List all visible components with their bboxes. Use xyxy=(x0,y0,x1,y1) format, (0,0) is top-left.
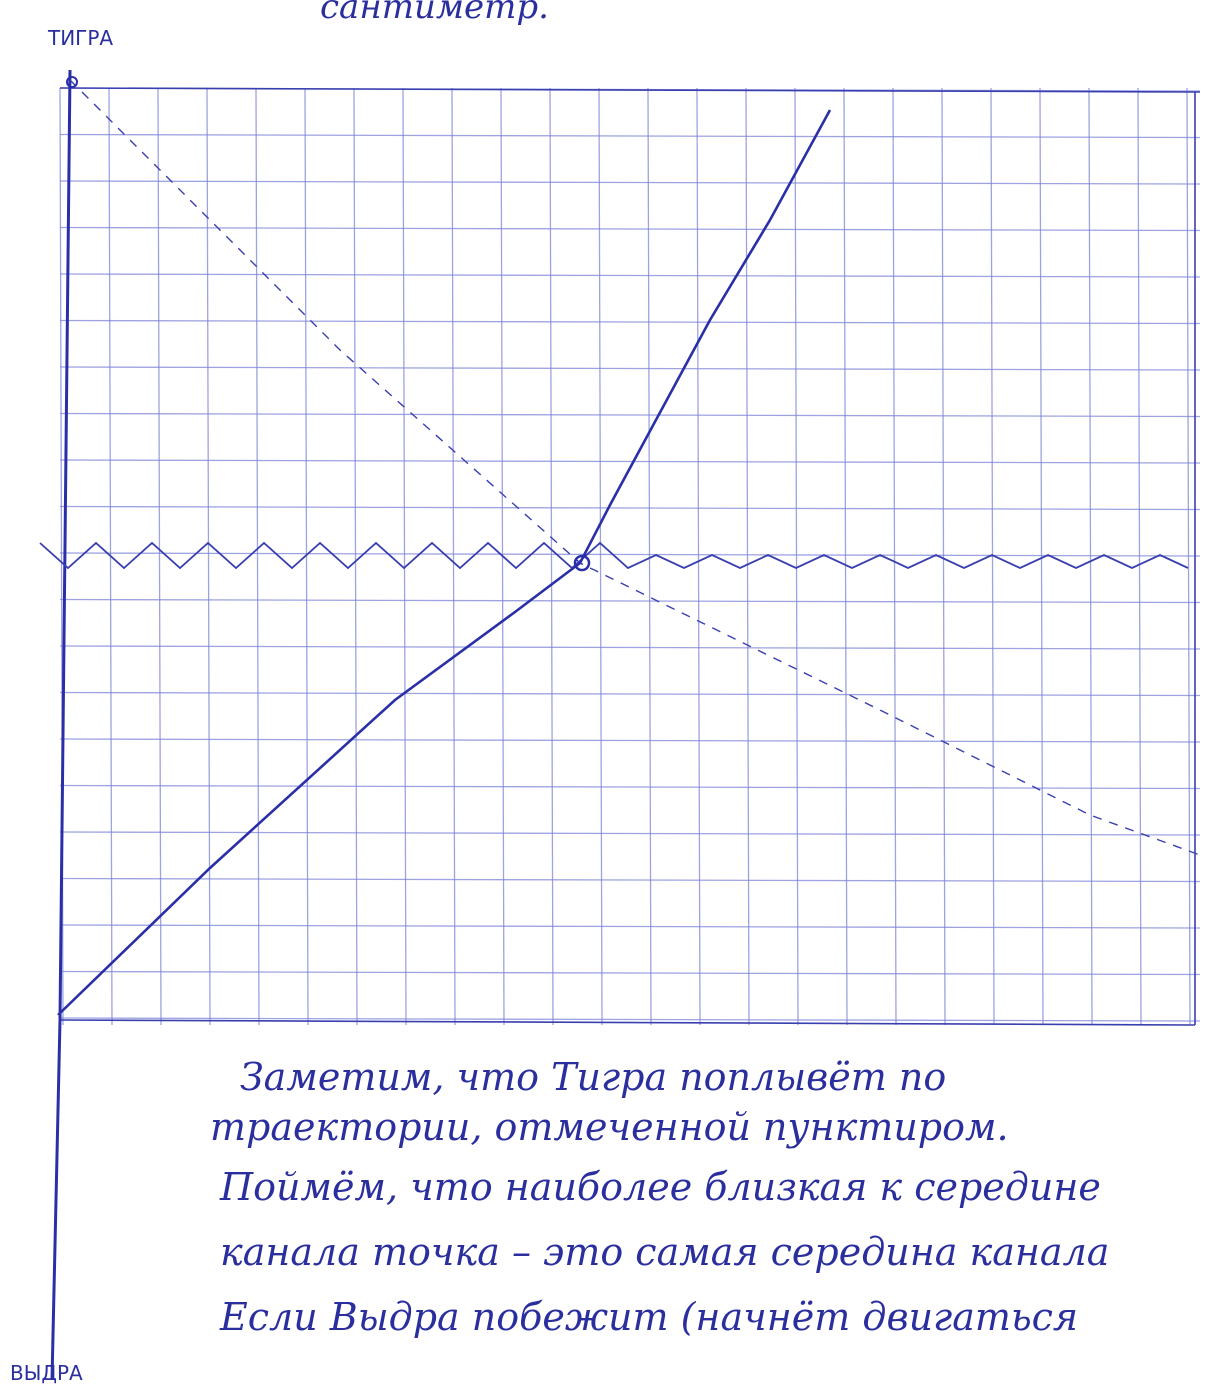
note-line: Поймём, что наиболее близкая к середине xyxy=(219,1165,1101,1209)
note-line: Заметим, что Тигра поплывёт по xyxy=(240,1055,946,1099)
note-line: траектории, отмеченной пунктиром. xyxy=(210,1105,1009,1149)
notebook-page: сантиметр. ТИГРА ВЫДРА Заметим, что Тигр… xyxy=(0,0,1210,1388)
note-line: канала точка – это самая середина канала xyxy=(220,1230,1109,1274)
axis-label-bottom: ВЫДРА xyxy=(10,1361,83,1385)
header-note: сантиметр. xyxy=(320,0,549,27)
axis-label-top: ТИГРА xyxy=(47,26,113,50)
note-line: Если Выдра побежит (начнёт двигаться xyxy=(219,1295,1078,1339)
